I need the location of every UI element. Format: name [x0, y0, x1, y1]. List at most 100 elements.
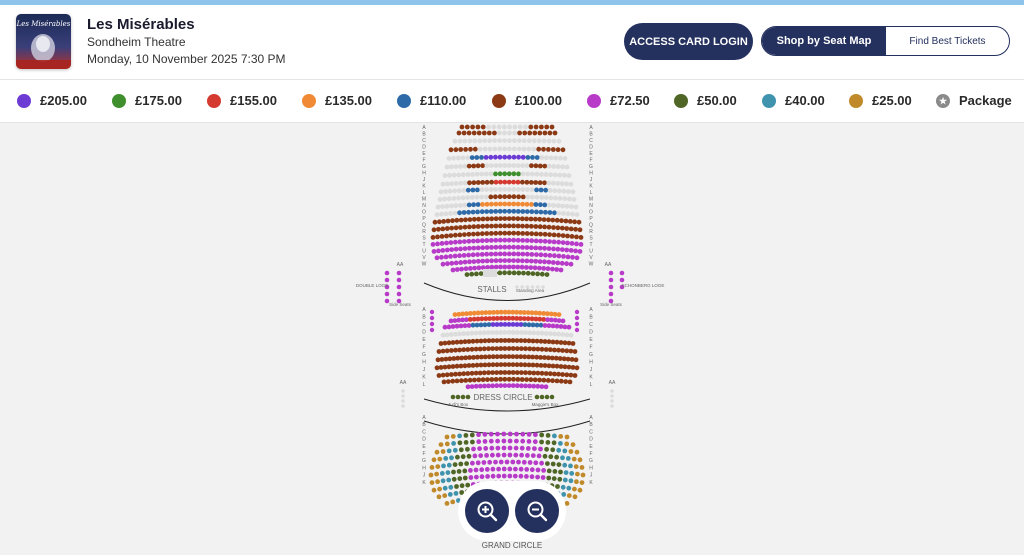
seat[interactable] — [515, 237, 521, 243]
seat[interactable] — [450, 364, 456, 369]
seat[interactable] — [494, 338, 500, 343]
seat[interactable] — [539, 330, 545, 336]
seat[interactable] — [543, 384, 549, 390]
seat[interactable] — [564, 261, 569, 267]
seat[interactable] — [453, 225, 459, 231]
seat[interactable] — [491, 310, 496, 315]
seat[interactable] — [502, 309, 508, 315]
seat[interactable] — [449, 181, 455, 187]
seat[interactable] — [502, 208, 508, 214]
seat[interactable] — [485, 474, 490, 479]
seat[interactable] — [466, 363, 472, 368]
seat[interactable] — [511, 208, 517, 214]
seat[interactable] — [514, 354, 520, 360]
seat[interactable] — [478, 271, 484, 276]
seat[interactable] — [564, 372, 570, 378]
seat[interactable] — [520, 223, 525, 229]
seat[interactable] — [457, 164, 463, 169]
seat[interactable] — [520, 194, 526, 200]
seat[interactable] — [502, 251, 508, 257]
seat[interactable] — [533, 245, 539, 251]
seat[interactable] — [542, 231, 548, 237]
seat[interactable] — [443, 356, 449, 362]
seat[interactable] — [506, 201, 512, 207]
seat[interactable] — [554, 267, 560, 272]
seat[interactable] — [468, 146, 473, 152]
seat[interactable] — [525, 187, 530, 192]
seat[interactable] — [510, 315, 516, 321]
seat[interactable] — [473, 467, 479, 473]
seat[interactable] — [544, 446, 549, 452]
seat[interactable] — [524, 201, 530, 207]
access-card-login-button[interactable]: ACCESS CARD LOGIN — [624, 23, 753, 60]
seat[interactable] — [608, 284, 614, 290]
seat[interactable] — [521, 310, 527, 315]
seat[interactable] — [531, 138, 537, 144]
seat[interactable] — [518, 310, 523, 315]
seat[interactable] — [504, 459, 510, 465]
seat[interactable] — [556, 253, 562, 259]
seat[interactable] — [458, 339, 464, 345]
seat[interactable] — [525, 316, 531, 322]
seat[interactable] — [542, 202, 548, 208]
seat[interactable] — [553, 155, 559, 161]
seat[interactable] — [489, 377, 495, 382]
seat[interactable] — [472, 138, 478, 144]
seat[interactable] — [485, 377, 490, 382]
seat[interactable] — [482, 383, 487, 389]
seat[interactable] — [557, 172, 563, 178]
seat[interactable] — [436, 494, 442, 500]
seat[interactable] — [450, 434, 456, 439]
seat[interactable] — [518, 316, 523, 321]
seat[interactable] — [556, 210, 562, 216]
seat[interactable] — [556, 232, 561, 238]
seat[interactable] — [519, 346, 524, 351]
seat[interactable] — [462, 323, 468, 329]
seat[interactable] — [543, 195, 549, 200]
seat[interactable] — [483, 171, 489, 177]
seat[interactable] — [440, 248, 446, 253]
seat[interactable] — [484, 163, 490, 169]
seat[interactable] — [435, 479, 440, 485]
seat[interactable] — [461, 253, 467, 258]
seat[interactable] — [559, 225, 565, 231]
seat[interactable] — [559, 181, 565, 187]
seat[interactable] — [458, 147, 464, 152]
seat[interactable] — [475, 180, 481, 185]
seat[interactable] — [449, 348, 454, 353]
seat[interactable] — [481, 130, 487, 136]
seat[interactable] — [396, 284, 402, 290]
seat[interactable] — [529, 474, 535, 480]
seat[interactable] — [522, 322, 528, 327]
seat[interactable] — [546, 355, 551, 361]
seat[interactable] — [432, 219, 438, 225]
seat[interactable] — [431, 457, 437, 463]
seat[interactable] — [539, 172, 544, 177]
seat[interactable] — [484, 231, 490, 236]
seat[interactable] — [495, 438, 500, 444]
seat[interactable] — [552, 172, 558, 178]
seat[interactable] — [534, 394, 540, 400]
seat[interactable] — [547, 371, 553, 377]
seat[interactable] — [486, 346, 491, 352]
seat[interactable] — [401, 404, 405, 408]
seat[interactable] — [516, 171, 521, 177]
seat[interactable] — [474, 271, 479, 277]
seat[interactable] — [488, 238, 494, 243]
seat[interactable] — [462, 239, 467, 244]
seat[interactable] — [458, 217, 464, 223]
seat[interactable] — [506, 179, 512, 185]
seat[interactable] — [440, 261, 446, 267]
seat[interactable] — [446, 462, 452, 468]
seat[interactable] — [519, 445, 525, 451]
seat[interactable] — [456, 130, 462, 136]
seat[interactable] — [441, 463, 446, 469]
seat[interactable] — [554, 217, 560, 223]
seat[interactable] — [442, 173, 448, 178]
seat[interactable] — [506, 244, 512, 250]
seat[interactable] — [494, 346, 500, 351]
seat[interactable] — [512, 124, 518, 130]
seat[interactable] — [502, 376, 508, 382]
seat[interactable] — [511, 251, 517, 257]
seat[interactable] — [554, 454, 559, 460]
